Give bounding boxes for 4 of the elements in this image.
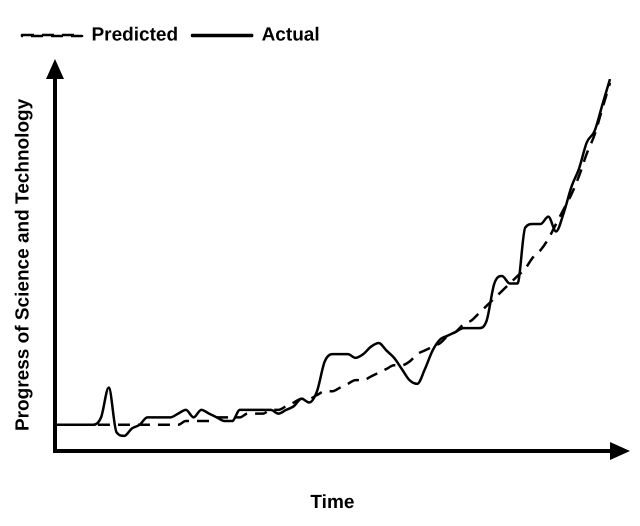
y-axis-title: Progress of Science and Technology	[12, 98, 34, 432]
legend-label: Actual	[262, 24, 320, 46]
x-axis-title: Time	[310, 492, 354, 513]
legend-label: Predicted	[92, 24, 178, 46]
